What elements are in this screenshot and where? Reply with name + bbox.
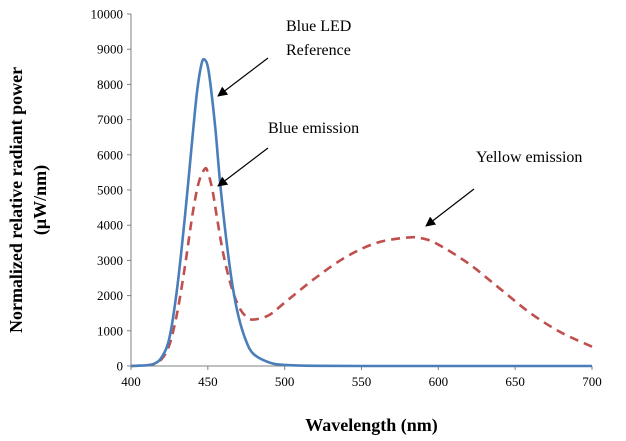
y-tick-label: 3000: [97, 253, 123, 268]
annotation-arrow: [425, 188, 475, 227]
y-tick-label: 10000: [91, 7, 124, 22]
annotation-arrow: [217, 147, 269, 187]
x-tick-label: 600: [429, 374, 449, 389]
annotations: Blue LED Reference Blue emission Yellow emi…: [217, 18, 582, 227]
x-tick-label: 400: [121, 374, 141, 389]
x-tick-label: 500: [275, 374, 295, 389]
y-axis-title-line1: Normalized relative radiant power: [6, 67, 26, 333]
y-tick-label: 1000: [97, 323, 123, 338]
y-tick-label: 2000: [97, 288, 123, 303]
x-tick-label: 550: [352, 374, 372, 389]
y-tick-label: 9000: [97, 42, 123, 57]
x-tick-label: 450: [198, 374, 218, 389]
x-tick-label: 650: [505, 374, 525, 389]
annotation-text: Reference: [286, 42, 351, 59]
y-tick-label: 7000: [97, 112, 123, 127]
y-tick-label: 4000: [97, 218, 123, 233]
x-ticks: 400 450 500 550 600 650 700: [121, 366, 602, 389]
series-line-phosphor-emission: [130, 166, 593, 368]
annotation-text: Blue emission: [268, 120, 359, 137]
series-line-blue-led-reference: [130, 57, 592, 368]
annotation-text: Blue LED: [286, 18, 351, 35]
y-tick-label: 5000: [97, 183, 123, 198]
annotation-arrow: [217, 57, 269, 97]
y-tick-label: 8000: [97, 77, 123, 92]
annotation-text: Yellow emission: [476, 149, 582, 166]
y-ticks: 0 1000 2000 3000 4000 5000 6000 7000 8000 9000 100…: [91, 7, 131, 374]
x-axis-title: Wavelength (nm): [305, 415, 438, 436]
y-tick-label: 6000: [97, 147, 123, 162]
y-axis-title-line2: (μW/nm): [30, 165, 51, 235]
y-tick-label: 0: [117, 359, 124, 374]
x-tick-label: 700: [582, 374, 602, 389]
series-layer: [130, 57, 593, 368]
